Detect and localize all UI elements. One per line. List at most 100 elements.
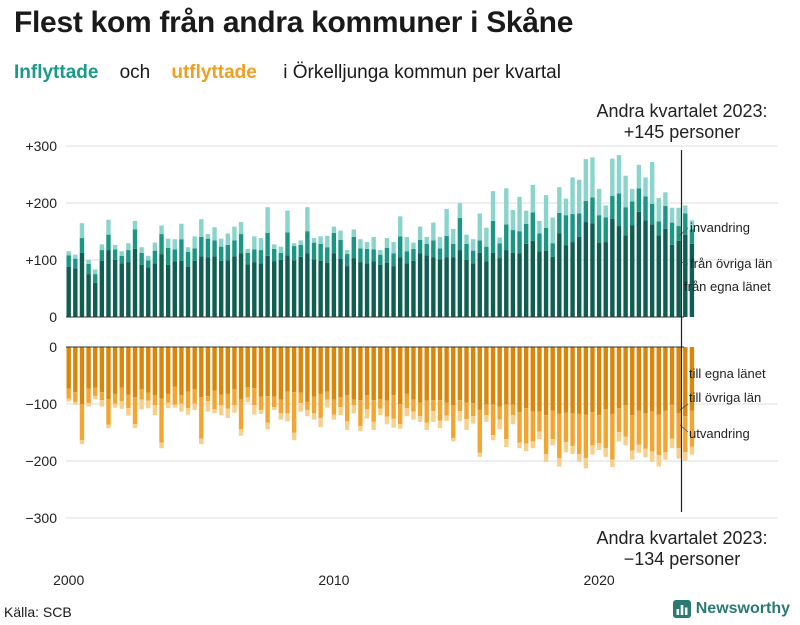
bar-segment <box>663 347 668 411</box>
bar-segment <box>245 387 250 398</box>
bar-segment <box>179 347 184 396</box>
bar-segment <box>689 410 695 447</box>
bar-segment <box>318 347 323 394</box>
bar-segment <box>172 404 177 408</box>
y-tick-label: −100 <box>25 396 57 412</box>
bar-segment <box>291 260 297 317</box>
bar-segment <box>351 258 356 317</box>
bar-segment <box>218 260 224 317</box>
bar-segment <box>66 388 71 399</box>
bar-segment <box>424 236 429 244</box>
bar-segment <box>225 347 231 394</box>
bar-segment <box>630 225 635 317</box>
series-annotation: från egna länet <box>684 279 771 294</box>
bar-segment <box>451 437 456 442</box>
bar-segment <box>451 257 456 317</box>
bar-segment <box>192 236 197 249</box>
bar-segment <box>457 411 463 422</box>
bar-segment <box>411 399 416 412</box>
bar-segment <box>636 347 642 411</box>
bar-segment <box>325 347 330 392</box>
bar-segment <box>590 197 595 224</box>
bar-segment <box>86 259 91 264</box>
bar-segment <box>391 266 396 317</box>
bar-segment <box>596 443 602 450</box>
bar-segment <box>258 409 264 414</box>
bar-segment <box>663 206 668 229</box>
y-tick-label: −200 <box>25 453 57 469</box>
bar-segment <box>331 232 337 254</box>
bar-segment <box>338 407 343 416</box>
bar-segment <box>325 235 330 248</box>
bar-segment <box>179 239 184 261</box>
bar-segment <box>305 409 310 417</box>
bar-segment <box>185 347 191 392</box>
bar-segment <box>610 459 615 468</box>
bar-segment <box>603 448 608 457</box>
bar-segment <box>378 399 383 409</box>
bar-segment <box>457 203 463 219</box>
bar-segment <box>371 261 376 317</box>
bar-segment <box>630 188 635 202</box>
bar-segment <box>610 158 615 196</box>
bar-segment <box>577 347 582 414</box>
bar-segment <box>146 392 151 401</box>
bar-segment <box>152 250 158 264</box>
bar-segment <box>298 403 303 412</box>
bar-segment <box>205 401 211 412</box>
bar-segment <box>676 413 681 449</box>
bar-segment <box>477 213 482 241</box>
bar-segment <box>596 242 602 317</box>
bar-segment <box>656 198 661 222</box>
bar-segment <box>630 201 635 226</box>
bar-segment <box>378 254 383 265</box>
bar-segment <box>510 230 516 253</box>
bar-segment <box>285 413 290 422</box>
bar-segment <box>583 159 589 201</box>
bar-segment <box>172 261 177 317</box>
bar-segment <box>477 347 482 410</box>
bar-segment <box>616 432 622 442</box>
bar-segment <box>378 347 383 400</box>
bar-segment <box>291 243 297 247</box>
bar-segment <box>616 226 622 317</box>
bar-segment <box>398 236 403 258</box>
bar-segment <box>557 187 562 213</box>
bar-segment <box>643 448 648 458</box>
bar-segment <box>86 347 91 389</box>
bar-segment <box>669 438 675 449</box>
y-tick-label: 0 <box>49 339 57 355</box>
bar-segment <box>358 239 363 249</box>
bar-segment <box>93 387 98 397</box>
bar-segment <box>112 244 118 250</box>
bar-segment <box>623 175 628 208</box>
bar-segment <box>504 439 509 448</box>
bar-segment <box>669 244 675 317</box>
bar-segment <box>278 259 284 317</box>
bar-segment <box>93 282 98 317</box>
bar-segment <box>165 238 171 248</box>
bar-segment <box>331 253 337 317</box>
bar-segment <box>93 347 98 388</box>
bar-segment <box>132 248 138 317</box>
subtitle-and: och <box>119 62 151 83</box>
bar-segment <box>212 347 217 391</box>
bar-segment <box>146 400 151 409</box>
bar-segment <box>179 223 184 240</box>
bar-segment <box>517 412 522 443</box>
bar-segment <box>530 240 535 317</box>
bar-segment <box>272 248 277 262</box>
bar-segment <box>596 215 602 243</box>
bar-segment <box>676 207 681 227</box>
bar-segment <box>238 234 244 254</box>
bar-segment <box>444 347 449 403</box>
bar-segment <box>146 267 151 317</box>
bar-segment <box>232 347 237 390</box>
bar-segment <box>159 254 164 317</box>
bar-segment <box>424 400 429 423</box>
bar-segment <box>411 242 416 249</box>
bar-segment <box>616 408 622 433</box>
bar-segment <box>444 415 449 421</box>
bar-segment <box>610 413 615 460</box>
